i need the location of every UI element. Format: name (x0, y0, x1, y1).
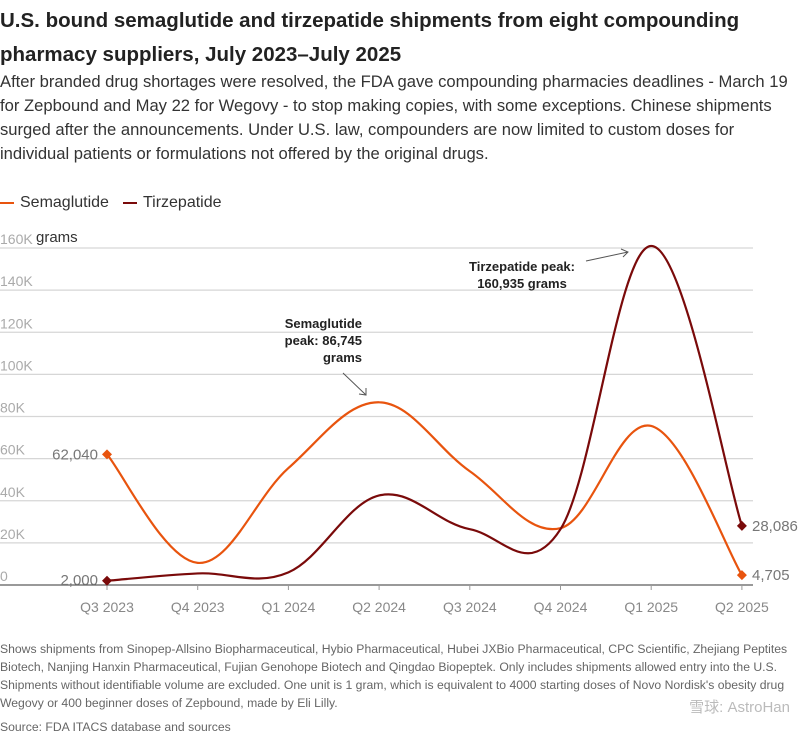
y-tick-label: 60K (0, 442, 26, 458)
y-tick-label: 100K (0, 357, 33, 373)
x-tick-label: Q1 2025 (624, 599, 678, 615)
data-label-semaglutide-start: 62,040 (52, 446, 98, 463)
y-tick-label: 0 (0, 568, 8, 584)
chart-source: Source: FDA ITACS database and sources (0, 720, 231, 734)
annotation-tirzepatide-peak: 160,935 grams (477, 276, 567, 291)
annotation-tirzepatide-peak: Tirzepatide peak: (469, 259, 575, 274)
legend-item-tirzepatide: Tirzepatide (122, 194, 222, 212)
legend-item-semaglutide: Semaglutide (0, 194, 109, 212)
end-marker-semaglutide (102, 449, 112, 460)
annotation-arrow (585, 248, 629, 262)
legend-swatch (122, 201, 137, 204)
y-tick-label: 40K (0, 484, 26, 500)
chart-title: U.S. bound semaglutide and tirzepatide s… (0, 9, 740, 66)
chart-notes: Shows shipments from Sinopep-Allsino Bio… (0, 642, 788, 710)
end-marker-semaglutide (736, 570, 747, 581)
data-label-semaglutide-end: 4,705 (752, 567, 790, 584)
series-line-tirzepatide (106, 244, 743, 582)
x-tick-label: Q2 2024 (352, 599, 406, 615)
chart-subtitle: After branded drug shortages were resolv… (0, 72, 788, 163)
x-tick-label: Q3 2024 (443, 599, 497, 615)
annotation-arrow (342, 372, 367, 396)
y-tick-label: 140K (0, 273, 33, 289)
x-tick-label: Q2 2025 (715, 599, 769, 615)
x-tick-label: Q3 2023 (80, 599, 134, 615)
x-tick-label: Q1 2024 (262, 599, 316, 615)
end-marker-tirzepatide (736, 520, 747, 531)
x-tick-label: Q4 2024 (534, 599, 588, 615)
y-tick-label: 120K (0, 315, 33, 331)
y-tick-label: 20K (0, 526, 26, 542)
data-label-tirzepatide-start: 2,000 (60, 572, 98, 589)
x-tick-label: Q4 2023 (171, 599, 225, 615)
annotation-semaglutide-peak: peak: 86,745 (285, 333, 362, 348)
series-line-semaglutide (106, 401, 743, 576)
y-axis-label: grams (36, 229, 78, 246)
legend-label: Tirzepatide (142, 194, 222, 211)
data-label-tirzepatide-end: 28,086 (752, 518, 798, 535)
legend: Semaglutide Tirzepatide (0, 194, 222, 212)
legend-label: Semaglutide (20, 194, 109, 211)
end-marker-tirzepatide (102, 575, 112, 586)
annotation-semaglutide-peak: grams (323, 350, 362, 365)
watermark: 雪球: AstroHan (689, 699, 790, 716)
legend-swatch (0, 201, 14, 204)
annotation-semaglutide-peak: Semaglutide (285, 316, 362, 331)
y-tick-label: 80K (0, 400, 26, 416)
y-tick-label: 160K (0, 231, 33, 247)
